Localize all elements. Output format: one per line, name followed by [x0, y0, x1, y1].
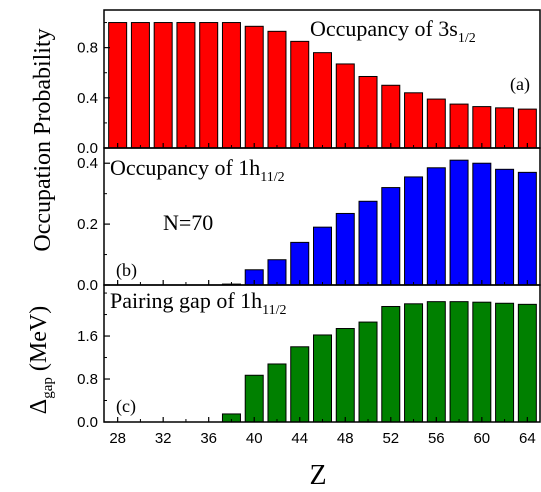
- y-tick-label: 0.8: [77, 40, 98, 57]
- panel-title-subscript: 1/2: [458, 31, 476, 46]
- bar: [495, 302, 515, 423]
- panel-label: (a): [510, 74, 530, 95]
- x-tick-label: 28: [109, 430, 126, 447]
- bar: [449, 103, 469, 149]
- y-tick-label: 0.4: [77, 155, 98, 172]
- y-axis-label-occupation: Occupation Probability: [30, 28, 56, 251]
- y-axis-label-gap-subscript: gap: [40, 377, 56, 399]
- bar: [313, 334, 332, 423]
- bar: [290, 346, 310, 423]
- bar: [130, 22, 150, 149]
- bar: [517, 303, 537, 423]
- bar: [267, 30, 287, 149]
- bar: [449, 301, 469, 423]
- bar: [358, 75, 378, 149]
- bar: [381, 187, 401, 286]
- x-tick-label: 60: [473, 430, 490, 447]
- panel-title-subscript: 11/2: [262, 303, 286, 318]
- y-axis-label-gap: Δgap (MeV): [26, 306, 56, 414]
- x-tick-label: 64: [519, 430, 536, 447]
- bar: [335, 212, 355, 286]
- y-axis-label-gap-unit: (MeV): [26, 306, 52, 371]
- x-axis-label: Z: [309, 460, 326, 491]
- panel-title-text: Occupancy of 1h: [110, 155, 260, 180]
- bar: [426, 98, 446, 149]
- y-tick-label: 0.2: [77, 216, 98, 233]
- panel-a: 0.0 0.4 0.8 Occupancy of 3s1/2 (a): [77, 9, 541, 157]
- bar: [313, 52, 332, 149]
- bar: [335, 328, 355, 423]
- bar: [404, 303, 424, 423]
- panel-title-text: Pairing gap of 1h: [110, 288, 262, 313]
- y-tick-label: 1.6: [77, 328, 98, 345]
- bar: [290, 241, 310, 286]
- bar: [426, 301, 446, 423]
- panel-note: N=70: [163, 210, 213, 235]
- bar: [381, 305, 401, 423]
- x-tick-label: 52: [382, 430, 399, 447]
- bar: [449, 159, 469, 286]
- bar: [472, 301, 492, 423]
- bar: [267, 259, 287, 286]
- x-tick-label: 36: [200, 430, 217, 447]
- panel-title: Occupancy of 3s1/2: [310, 16, 476, 46]
- y-tick-label: 0.0: [77, 277, 98, 294]
- panel-title: Pairing gap of 1h11/2: [110, 288, 287, 318]
- bar: [404, 176, 424, 286]
- bar: [313, 226, 332, 286]
- x-tick-label: 40: [246, 430, 263, 447]
- bar: [176, 22, 196, 149]
- bar: [517, 171, 537, 286]
- panel-title-text: Occupancy of 3s: [310, 16, 458, 41]
- bar: [221, 22, 241, 149]
- bar: [290, 40, 310, 149]
- bar: [108, 22, 128, 149]
- bar: [199, 22, 219, 149]
- bar: [472, 162, 492, 286]
- bar: [472, 106, 492, 149]
- bar: [244, 374, 264, 423]
- y-tick-label: 0.0: [77, 414, 98, 431]
- x-tick-label: 48: [337, 430, 354, 447]
- x-tick-label: 56: [428, 430, 445, 447]
- bar: [358, 321, 378, 423]
- bar: [267, 363, 287, 423]
- panel-label: (b): [116, 260, 137, 281]
- y-tick-label: 0.8: [77, 371, 98, 388]
- bar: [517, 108, 537, 149]
- x-tick-label: 32: [155, 430, 172, 447]
- y-tick-label: 0.0: [77, 140, 98, 157]
- y-axis-label-gap-symbol: Δ: [26, 399, 52, 414]
- bar: [335, 63, 355, 149]
- bar: [381, 84, 401, 149]
- panel-title: Occupancy of 1h11/2: [110, 155, 285, 185]
- y-tick-label: 0.4: [77, 90, 98, 107]
- bar: [153, 22, 173, 149]
- bar: [426, 167, 446, 286]
- bar: [495, 107, 515, 149]
- bar: [404, 92, 424, 149]
- panel-c: 0.0 0.8 1.6 Pairing gap of 1h11/2 (c): [77, 284, 541, 431]
- bar: [358, 200, 378, 286]
- panel-b: 0.0 0.2 0.4 Occupancy of 1h11/2 (b) N=70: [77, 147, 541, 294]
- panel-title-subscript: 11/2: [260, 170, 284, 185]
- bar: [495, 168, 515, 286]
- bar: [244, 25, 264, 149]
- x-tick-label: 44: [291, 430, 308, 447]
- panel-label: (c): [116, 396, 136, 417]
